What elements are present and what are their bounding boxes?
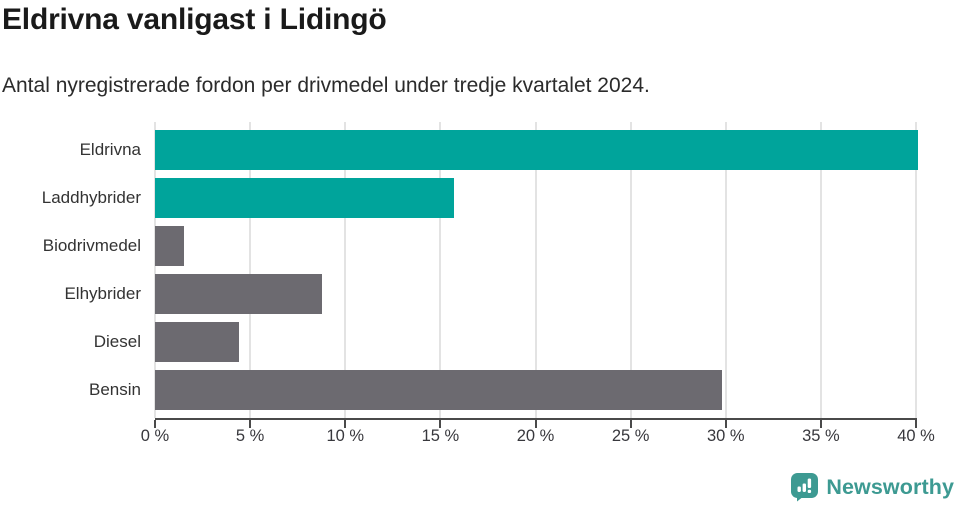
x-axis-line: [155, 418, 917, 420]
x-tick-label-25: 25 %: [611, 427, 650, 445]
gridline-10: [344, 122, 347, 418]
category-label-elhybrider: Elhybrider: [64, 284, 141, 303]
x-tick-20: [534, 420, 537, 428]
x-tick-0: [154, 420, 156, 428]
x-tick-label-15: 15 %: [421, 427, 460, 445]
category-label-biodrivmedel: Biodrivmedel: [42, 236, 141, 255]
x-tick-10: [344, 420, 347, 428]
x-tick-label-0: 0 %: [140, 427, 170, 445]
x-tick-35: [819, 420, 822, 428]
gridline-30: [724, 122, 727, 418]
x-tick-label-35: 35 %: [802, 427, 840, 445]
gridline-5: [249, 122, 252, 418]
bar-laddhybrider: [155, 178, 454, 218]
x-tick-label-40: 40 %: [897, 427, 935, 445]
gridline-25: [629, 122, 632, 418]
category-label-eldrivna: Eldrivna: [79, 140, 141, 159]
category-label-diesel: Diesel: [93, 332, 141, 351]
chart-subtitle: Antal nyregistrerade fordon per drivmede…: [2, 74, 650, 97]
bar-chart-speech-bubble-icon: [791, 473, 819, 502]
newsworthy-brand-link[interactable]: Newsworthy: [790, 472, 954, 502]
x-tick-30: [724, 420, 727, 428]
category-axis: Eldrivna Laddhybrider Biodrivmedel Elhybrid…: [0, 122, 141, 418]
bar-eldrivna: [155, 130, 918, 170]
bar-diesel: [155, 322, 239, 362]
plot-area: [154, 122, 918, 418]
bar-bensin: [155, 370, 722, 410]
gridline-0: [154, 122, 156, 418]
x-tick-40: [915, 420, 917, 428]
x-tick-15: [439, 420, 442, 428]
category-label-laddhybrider: Laddhybrider: [41, 188, 141, 207]
bar-biodrivmedel: [155, 226, 184, 266]
gridline-15: [439, 122, 442, 418]
x-tick-label-20: 20 %: [516, 427, 555, 445]
gridline-40: [915, 122, 917, 418]
gridline-20: [534, 122, 537, 418]
x-tick-label-30: 30 %: [706, 427, 745, 445]
gridline-35: [819, 122, 822, 418]
x-tick-label-10: 10 %: [326, 427, 365, 445]
category-label-bensin: Bensin: [89, 380, 141, 399]
chart-title: Eldrivna vanligast i Lidingö: [2, 3, 387, 36]
x-tick-25: [629, 420, 632, 428]
x-tick-5: [249, 420, 252, 428]
brand-name: Newsworthy: [826, 474, 954, 499]
x-tick-label-5: 5 %: [235, 427, 265, 445]
bar-elhybrider: [155, 274, 323, 314]
